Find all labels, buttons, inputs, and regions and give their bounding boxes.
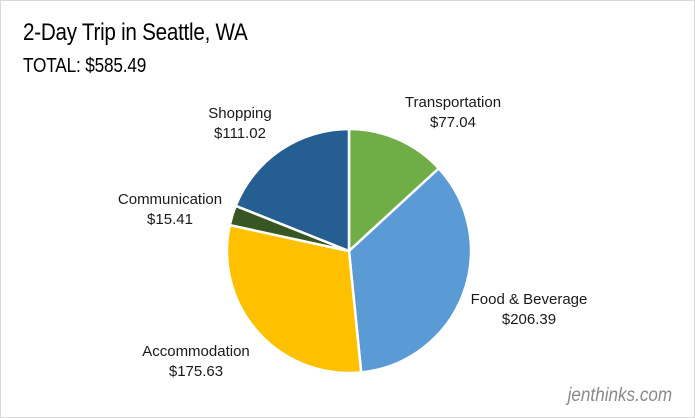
chart-title: 2-Day Trip in Seattle, WA bbox=[23, 19, 248, 46]
slice-label-name: Communication bbox=[118, 191, 222, 208]
pie-slices bbox=[225, 127, 473, 375]
slice-label-name: Food & Beverage bbox=[471, 291, 588, 308]
pie-slice-accommodation bbox=[225, 223, 363, 375]
slice-label-value: $77.04 bbox=[430, 114, 476, 131]
pie-slice-transportation bbox=[347, 127, 441, 253]
pie-slice-food-beverage bbox=[347, 167, 473, 374]
chart-subtitle: TOTAL: $585.49 bbox=[23, 55, 147, 77]
pie-labels: Transportation $77.04 Food & Beverage $206.… bbox=[118, 94, 587, 380]
slice-label-value: $206.39 bbox=[502, 311, 556, 328]
slice-label-value: $175.63 bbox=[169, 363, 223, 380]
slice-label-name: Transportation bbox=[405, 94, 501, 111]
slice-label-name: Accommodation bbox=[142, 343, 250, 360]
slice-label-value: $15.41 bbox=[147, 211, 193, 228]
slice-label-name: Shopping bbox=[208, 105, 271, 122]
slice-label-value: $111.02 bbox=[214, 125, 266, 142]
watermark: jenthinks.com bbox=[567, 385, 672, 406]
pie-slice-shopping bbox=[234, 127, 351, 253]
